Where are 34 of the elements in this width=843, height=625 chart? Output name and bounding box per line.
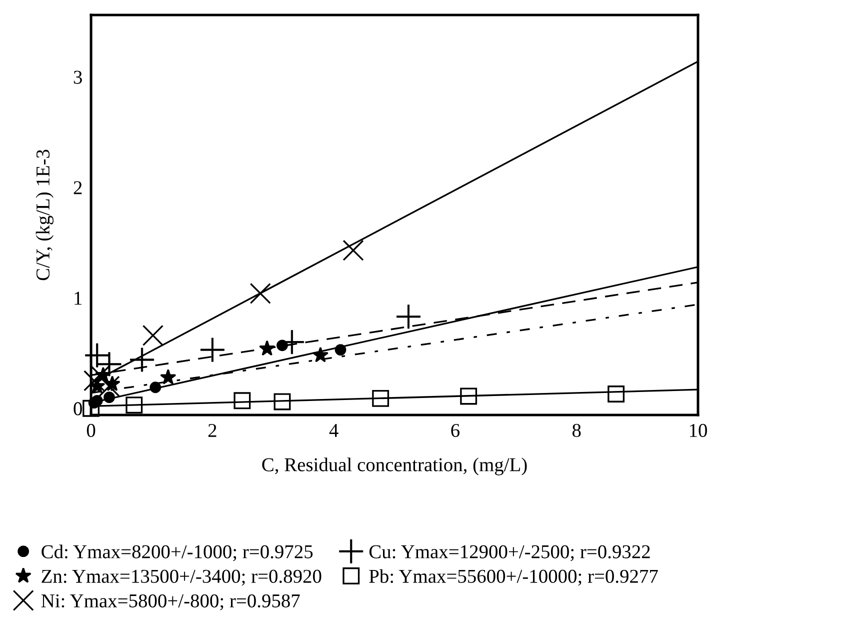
point xyxy=(342,240,364,261)
point xyxy=(126,396,143,414)
x-tick-label: 4 xyxy=(329,424,338,437)
point xyxy=(608,386,625,402)
point xyxy=(312,346,329,362)
x-tick-label: 6 xyxy=(451,424,460,438)
legend-label: Cu: Ymax=12900+/-2500; r=0.9322 xyxy=(369,545,650,562)
point xyxy=(142,324,164,346)
point xyxy=(460,388,478,405)
x-tick-label: 2 xyxy=(208,424,216,437)
x-tick-label: 0 xyxy=(86,424,96,438)
x-axis-title: C, Residual concentration, (mg/L) xyxy=(262,458,527,476)
point xyxy=(98,376,120,397)
y-tick-label: 0 xyxy=(74,402,82,416)
y-tick-label: 2 xyxy=(74,181,82,194)
x-tick-label: 8 xyxy=(572,424,581,438)
legend-label: Ni: Ymax=5800+/-800; r=0.9587 xyxy=(41,594,300,610)
legend-label: Zn: Ymax=13500+/-3400; r=0.8920 xyxy=(42,570,322,586)
point xyxy=(104,392,115,404)
point xyxy=(274,393,291,410)
point xyxy=(160,368,176,384)
point xyxy=(250,282,271,304)
legend-label: Pb: Ymax=55600+/-10000; r=0.9277 xyxy=(369,569,658,586)
point xyxy=(372,390,390,407)
y-axis-title: C/Y, (kg/L) 1E-3 xyxy=(36,150,54,280)
legend-label: Cd: Ymax=8200+/-1000; r=0.9725 xyxy=(42,544,313,562)
point xyxy=(258,340,276,356)
point xyxy=(150,382,162,394)
y-tick-label: 3 xyxy=(74,70,82,84)
point xyxy=(234,392,251,410)
y-tick-label: 1 xyxy=(74,292,82,305)
x-tick-label: 10 xyxy=(690,424,707,438)
point xyxy=(334,344,346,356)
point xyxy=(82,400,100,417)
